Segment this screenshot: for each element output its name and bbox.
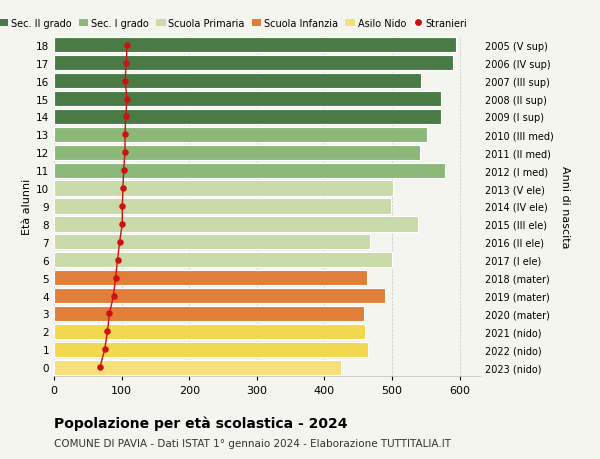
Point	[118, 185, 128, 192]
Point	[118, 203, 127, 210]
Point	[111, 274, 121, 282]
Point	[118, 221, 127, 228]
Bar	[54, 252, 392, 268]
Bar	[54, 360, 341, 375]
Point	[100, 346, 110, 353]
Point	[119, 167, 128, 174]
Bar	[54, 92, 442, 107]
Bar	[54, 38, 457, 53]
Bar	[54, 288, 385, 303]
Point	[115, 239, 124, 246]
Bar	[54, 110, 441, 125]
Point	[122, 42, 132, 49]
Text: COMUNE DI PAVIA - Dati ISTAT 1° gennaio 2024 - Elaborazione TUTTITALIA.IT: COMUNE DI PAVIA - Dati ISTAT 1° gennaio …	[54, 438, 451, 448]
Point	[113, 257, 122, 264]
Text: Popolazione per età scolastica - 2024: Popolazione per età scolastica - 2024	[54, 415, 347, 430]
Bar	[54, 342, 368, 357]
Bar	[54, 235, 370, 250]
Bar	[54, 306, 364, 321]
Point	[120, 149, 130, 157]
Legend: Sec. II grado, Sec. I grado, Scuola Primaria, Scuola Infanzia, Asilo Nido, Stran: Sec. II grado, Sec. I grado, Scuola Prim…	[0, 18, 467, 28]
Bar	[54, 146, 421, 161]
Point	[95, 364, 105, 371]
Point	[109, 292, 118, 300]
Point	[121, 113, 130, 121]
Bar	[54, 217, 418, 232]
Bar	[54, 181, 394, 196]
Point	[104, 310, 114, 318]
Point	[103, 328, 112, 336]
Y-axis label: Anni di nascita: Anni di nascita	[560, 165, 570, 248]
Point	[122, 60, 131, 67]
Bar	[54, 324, 365, 339]
Bar	[54, 128, 427, 143]
Point	[122, 95, 132, 103]
Bar	[54, 56, 453, 71]
Bar	[54, 199, 391, 214]
Bar	[54, 163, 445, 179]
Point	[120, 78, 130, 85]
Bar	[54, 270, 367, 285]
Point	[120, 131, 130, 139]
Y-axis label: Età alunni: Età alunni	[22, 179, 32, 235]
Bar	[54, 74, 421, 89]
